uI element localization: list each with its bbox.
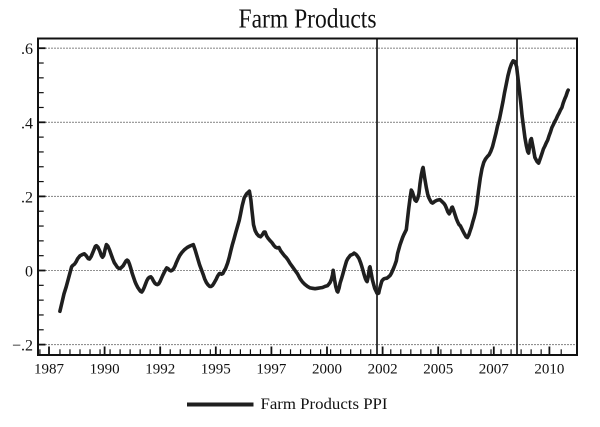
svg-text:0: 0: [25, 264, 33, 281]
svg-text:Farm Products: Farm Products: [239, 4, 377, 34]
svg-text:2005: 2005: [423, 362, 453, 378]
svg-text:2000: 2000: [312, 362, 342, 378]
svg-text:1992: 1992: [145, 362, 175, 378]
svg-text:.4: .4: [21, 115, 33, 132]
svg-text:.6: .6: [21, 41, 33, 58]
svg-text:1987: 1987: [34, 362, 65, 378]
svg-text:2010: 2010: [534, 362, 564, 378]
svg-text:1990: 1990: [90, 362, 120, 378]
svg-text:Farm Products PPI: Farm Products PPI: [261, 396, 388, 413]
svg-text:2002: 2002: [368, 362, 398, 378]
svg-text:.2: .2: [21, 189, 33, 206]
svg-text:1997: 1997: [256, 362, 287, 378]
svg-text:1995: 1995: [201, 362, 231, 378]
svg-text:2007: 2007: [479, 362, 510, 378]
svg-text:−.2: −.2: [12, 338, 33, 355]
